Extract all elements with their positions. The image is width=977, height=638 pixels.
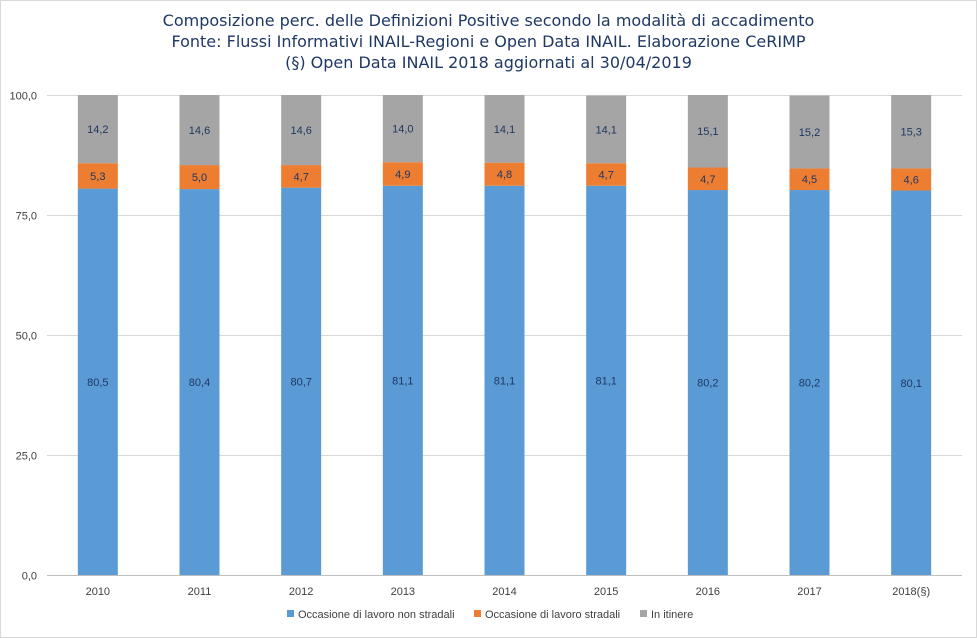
data-label: 4,7 [700, 174, 715, 186]
chart-title: Composizione perc. delle Definizioni Pos… [0, 10, 977, 73]
data-label: 80,5 [87, 377, 108, 389]
bar-segment [179, 95, 220, 166]
y-tick-label: 25,0 [16, 451, 37, 463]
data-label: 5,0 [192, 172, 207, 184]
bar-segment [382, 185, 423, 575]
data-labels: 80,5 5,3 14,2 80,4 5,0 14,6 80,7 4,7 14,6 81,1 4,9… [87, 124, 922, 390]
legend-label: Occasione di lavoro non stradali [298, 609, 455, 621]
bar-segment [789, 95, 830, 169]
bar-segment [179, 165, 220, 190]
data-label: 80,1 [900, 378, 921, 390]
data-label: 5,3 [90, 171, 105, 183]
title-line-1: Composizione perc. delle Definizioni Pos… [162, 11, 815, 30]
legend-label: Occasione di lavoro stradali [485, 609, 620, 621]
x-tick-label: 2010 [86, 586, 110, 598]
bar-segment [281, 95, 322, 166]
data-label: 4,9 [395, 169, 410, 181]
y-tick-label: 100,0 [9, 91, 37, 103]
data-label: 14,0 [392, 124, 413, 136]
title-line-3: (§) Open Data INAIL 2018 aggiornati al 3… [285, 53, 692, 72]
data-label: 80,2 [799, 378, 820, 390]
data-label: 80,2 [697, 378, 718, 390]
x-tick-label: 2014 [492, 586, 516, 598]
data-label: 81,1 [595, 375, 616, 387]
bar-segment [382, 95, 423, 163]
bar-segment [281, 187, 322, 575]
x-tick-label: 2011 [188, 586, 212, 598]
bar-segment [77, 163, 118, 189]
bar-segment [586, 163, 627, 186]
y-tick-label: 0,0 [22, 571, 37, 583]
bar-segment [382, 162, 423, 186]
data-label: 14,6 [189, 125, 210, 137]
bar-segment [586, 95, 627, 164]
x-tick-label: 2016 [696, 586, 720, 598]
bar-segment [484, 162, 525, 186]
data-label: 4,7 [599, 169, 614, 181]
bar-segment [484, 185, 525, 575]
data-label: 15,2 [799, 127, 820, 139]
x-tick-label: 2017 [797, 586, 821, 598]
data-label: 4,8 [497, 169, 512, 181]
title-line-2: Fonte: Flussi Informativi INAIL-Regioni … [171, 32, 806, 51]
y-tick-label: 50,0 [16, 331, 37, 343]
data-label: 80,4 [189, 377, 210, 389]
legend-swatch [287, 610, 294, 617]
data-label: 81,1 [494, 375, 515, 387]
bar-segment [687, 167, 728, 191]
legend: Occasione di lavoro non stradali Occasion… [287, 609, 693, 621]
legend-swatch [640, 610, 647, 617]
legend-swatch [474, 610, 481, 617]
x-tick-label: 2012 [289, 586, 313, 598]
data-label: 14,1 [494, 124, 515, 136]
bars [77, 95, 932, 576]
bar-segment [586, 185, 627, 575]
bar-segment [484, 95, 525, 163]
bar-segment [789, 168, 830, 191]
data-label: 14,1 [595, 124, 616, 136]
bar-segment [687, 95, 728, 168]
x-tick-label: 2013 [391, 586, 415, 598]
data-label: 80,7 [290, 376, 311, 388]
data-label: 4,7 [294, 171, 309, 183]
axes: 0,0 25,0 50,0 75,0 100,0 2010 2011 2012 2013 2014… [9, 91, 962, 598]
bar-segment [77, 188, 118, 575]
bar-segment [891, 190, 932, 575]
legend-label: In itinere [651, 609, 693, 621]
bar-segment [789, 190, 830, 576]
bar-segment [77, 95, 118, 164]
y-tick-label: 75,0 [16, 211, 37, 223]
bar-segment [179, 189, 220, 575]
data-label: 14,2 [87, 124, 108, 136]
data-label: 81,1 [392, 375, 413, 387]
bar-segment [281, 165, 322, 188]
data-label: 4,6 [904, 174, 919, 186]
x-tick-label: 2015 [594, 586, 618, 598]
data-label: 15,1 [697, 126, 718, 138]
data-label: 14,6 [290, 125, 311, 137]
bar-segment [891, 95, 932, 169]
data-label: 15,3 [900, 127, 921, 139]
bar-segment [891, 168, 932, 191]
bar-segment [687, 190, 728, 576]
x-tick-label: 2018(§) [892, 586, 930, 598]
data-label: 4,5 [802, 174, 817, 186]
